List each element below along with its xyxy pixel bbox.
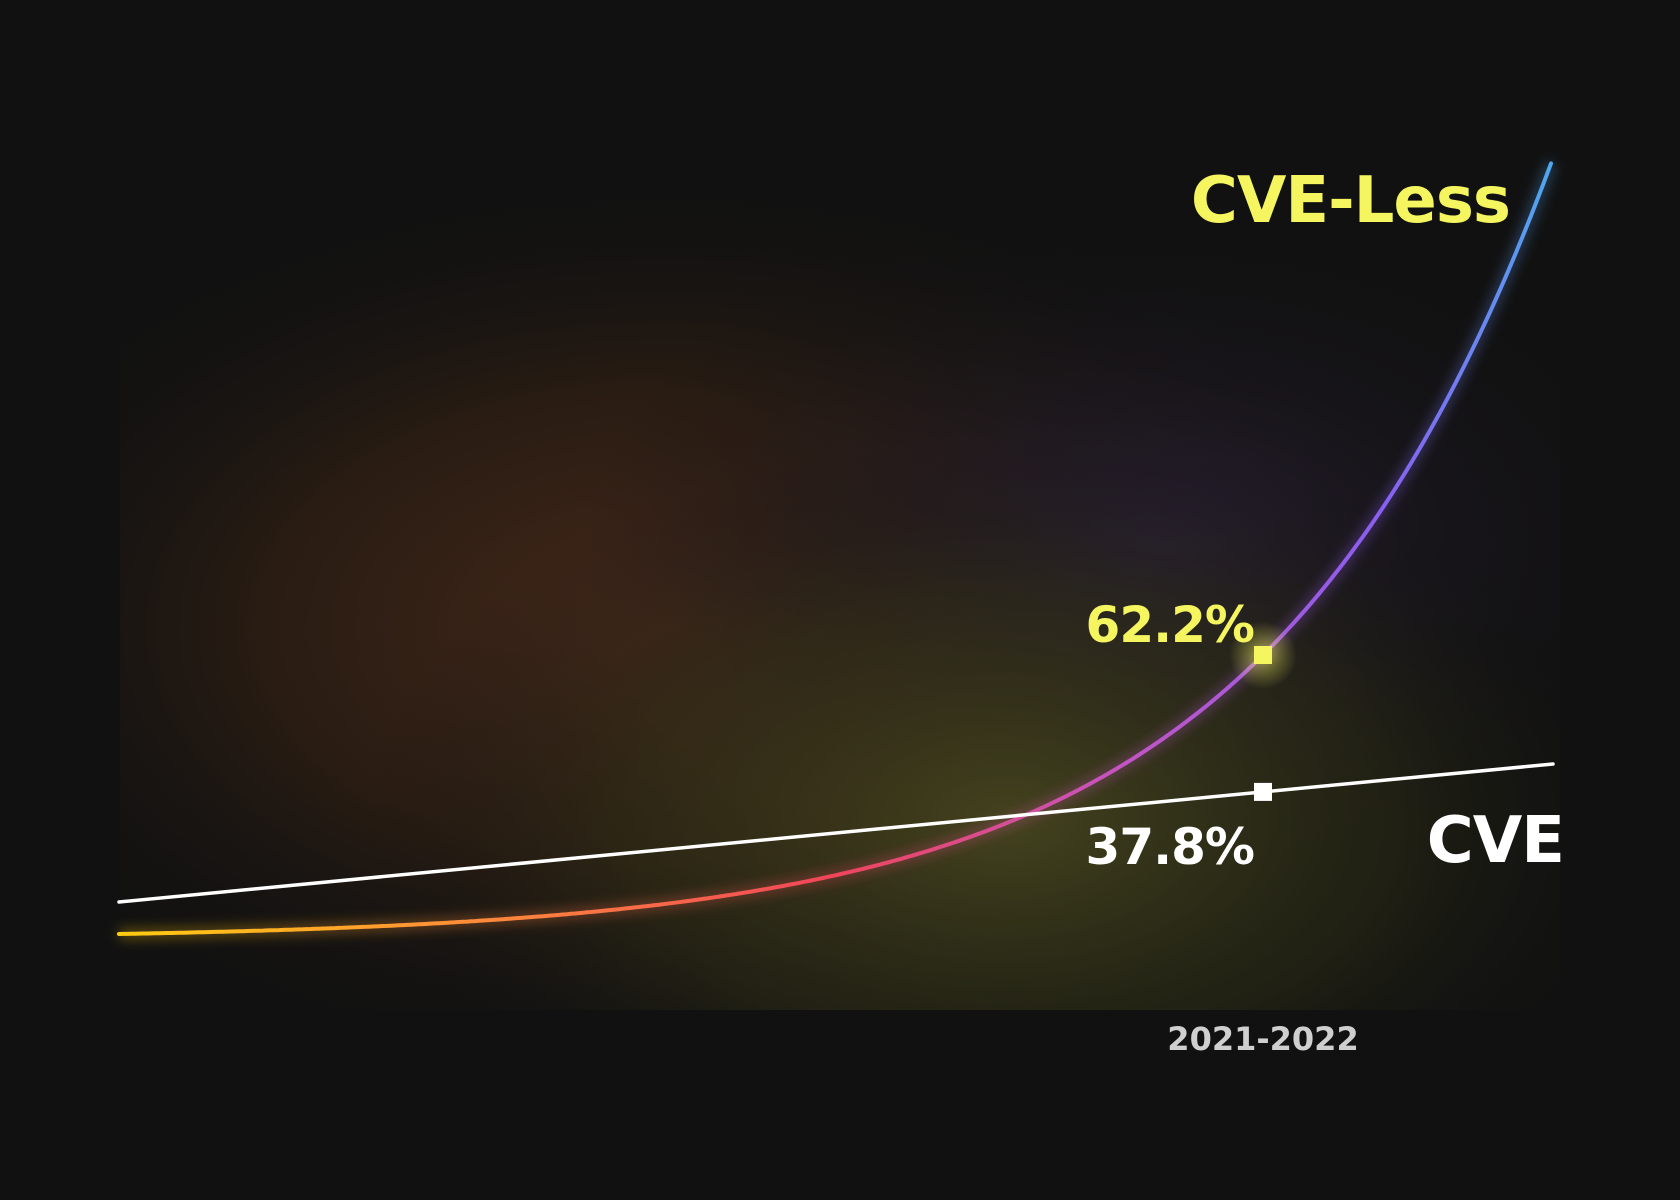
data-label-cve-less: 62.2% [1086,596,1254,654]
data-point-cve-less [1254,646,1272,664]
data-point-cve [1254,782,1272,801]
data-label-cve: 37.8% [1086,818,1254,876]
series-line-cve [117,762,1555,904]
series-label-cve-less: CVE-Less [1191,164,1510,238]
series-label-cve: CVE [1427,804,1564,878]
markers-layer [1229,621,1297,801]
x-tick-label: 2021-2022 [1167,1020,1358,1058]
series-line-cve-less [117,161,1553,936]
series-layer [117,161,1556,939]
